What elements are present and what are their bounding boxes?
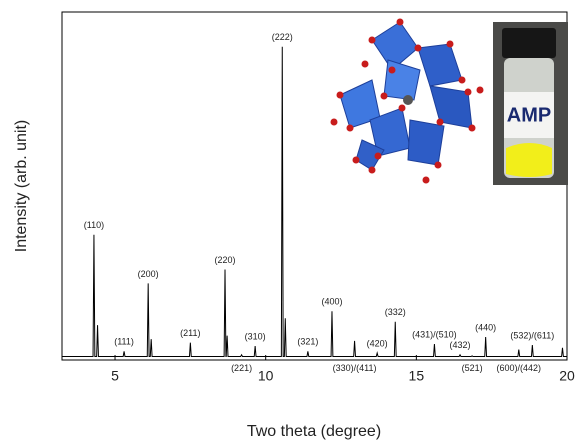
x-tick-label: 15 xyxy=(409,368,425,384)
peak-label: (432) xyxy=(450,340,471,350)
peak-label: (440) xyxy=(475,322,496,332)
peak-label: (420) xyxy=(367,338,388,348)
chart: Intensity (arb. unit) Two theta (degree)… xyxy=(0,0,577,443)
x-tick-label: 10 xyxy=(258,368,274,384)
peak-label: (400) xyxy=(321,297,342,307)
x-tick-label: 5 xyxy=(111,368,119,384)
xrd-pattern xyxy=(62,47,567,357)
peak-label: (310) xyxy=(245,331,266,341)
peak-label: (111) xyxy=(114,337,134,347)
peak-label: (532)/(611) xyxy=(510,330,554,340)
peak-label: (221) xyxy=(231,363,252,373)
peak-label: (200) xyxy=(138,269,159,279)
peak-label: (110) xyxy=(84,220,104,230)
peak-label: (431)/(510) xyxy=(412,329,457,339)
peak-label: (321) xyxy=(297,337,318,347)
y-axis-label: Intensity (arb. unit) xyxy=(13,120,30,253)
peak-label: (521) xyxy=(462,363,483,373)
plot-frame xyxy=(62,12,567,360)
x-axis-label: Two theta (degree) xyxy=(247,423,381,440)
vial-photo: AMP xyxy=(493,22,568,185)
vial-label: AMP xyxy=(507,104,551,126)
peak-label: (220) xyxy=(215,255,236,265)
crystal-structure xyxy=(331,19,484,184)
peak-label: (330)/(411) xyxy=(333,363,377,373)
peak-label: (222) xyxy=(272,32,293,42)
peak-label: (332) xyxy=(385,307,406,317)
peak-label: (211) xyxy=(180,328,200,338)
peak-label: (600)/(442) xyxy=(497,363,542,373)
x-tick-label: 20 xyxy=(559,368,575,384)
